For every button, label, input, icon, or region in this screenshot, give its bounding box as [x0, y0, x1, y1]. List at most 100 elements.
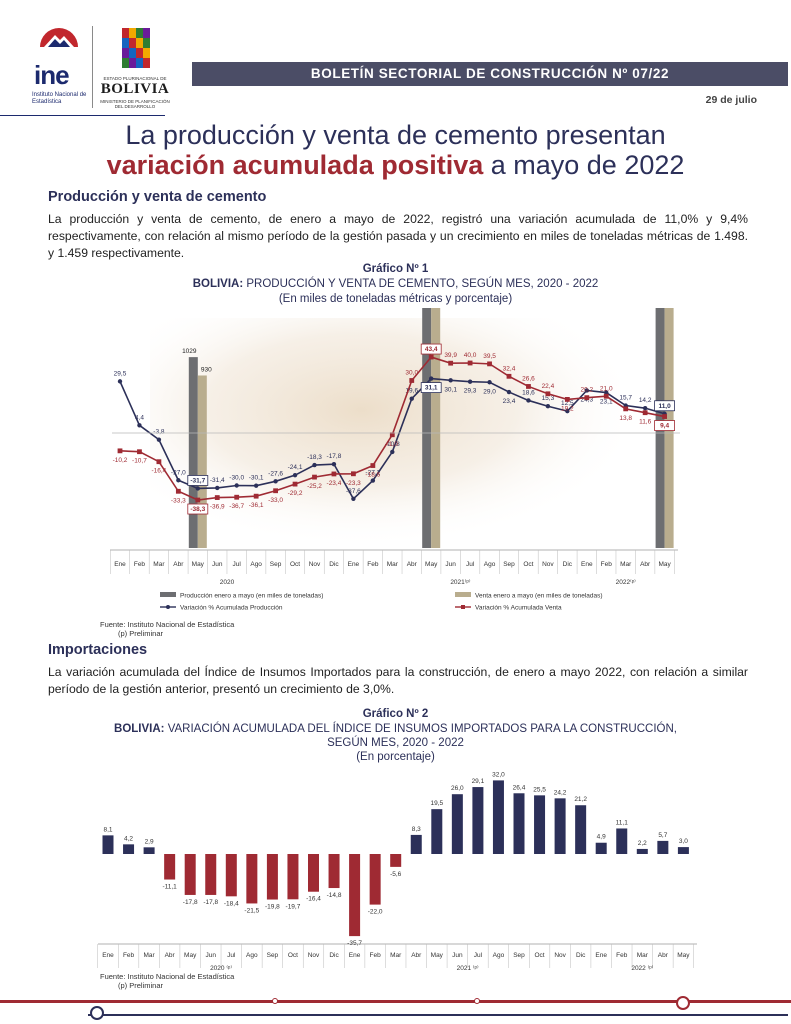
chart1-data-label: 12,5: [561, 400, 574, 407]
chart1-note: (p) Preliminar: [118, 629, 164, 638]
chart1-bar: [422, 308, 432, 548]
chart2-subtitle: (En porcentaje): [356, 751, 435, 763]
chart1-cement-chart: 10291350149893013331459 29,54,4-3,8-27,0…: [110, 308, 680, 612]
section-title-cement: Producción y venta de cemento: [48, 189, 267, 205]
footer-dot-icon: [474, 998, 480, 1004]
chart1-source: Fuente: Instituto Nacional de Estadístic…: [100, 620, 234, 638]
chart2-tick-label: Ene: [349, 952, 361, 959]
chart1-data-label: 43,4: [425, 346, 438, 353]
chart2-bar: [534, 795, 546, 854]
chart1-point: [642, 405, 648, 411]
chart2-imports-chart: 8,14,2 2,9-11,1-17,8 -17,8 -18,4-21,5-19,8-…: [97, 771, 697, 972]
chart1-data-label: 13,8: [619, 415, 632, 422]
chart2-bar: [123, 844, 135, 854]
chart1-point: [506, 373, 512, 379]
chart1-point: [428, 354, 434, 360]
headline-highlight: variación acumulada positiva: [106, 150, 484, 180]
headline-rest: a mayo de 2022: [483, 150, 685, 180]
chart1-point: [429, 376, 434, 381]
chart1-tick-label: Oct: [290, 561, 300, 568]
chart1-bar: [188, 357, 198, 548]
chart2-bar: [369, 854, 381, 905]
chart1-data-label: -24,1: [288, 464, 303, 471]
chart1-tick-label: Mar: [387, 561, 399, 568]
chart2-bar-label: -17,8: [183, 899, 198, 906]
chart2-tick-label: Ago: [246, 952, 258, 959]
chart2-tick-label: Ene: [102, 952, 114, 959]
chart1-source-text: Fuente: Instituto Nacional de Estadístic…: [100, 620, 235, 629]
chart1-point: [117, 379, 123, 384]
chart2-tick-label: Jun: [206, 952, 217, 959]
chart2-bar: [308, 854, 319, 892]
chart2-bar-label: 3,0: [679, 838, 688, 845]
chart1-year-label: 2021⁽ᵖ⁾: [450, 578, 471, 586]
chart1-data-label: 31,1: [425, 385, 438, 392]
section-title-imports: Importaciones: [48, 642, 148, 658]
chart1-bar: [197, 375, 207, 548]
chart2-year-label: 2021 ⁽ᵖ⁾: [457, 964, 479, 972]
chart1-label-box: [420, 382, 442, 393]
chart2-bar: [677, 847, 689, 854]
chart1-legend-marker: [166, 605, 170, 609]
chart1-data-label: 11,0: [658, 403, 671, 410]
chart2-tick-label: Jul: [227, 952, 236, 959]
chart1-point: [117, 448, 123, 454]
chart1-tick-label: May: [425, 561, 438, 568]
chart1-data-label: 32,4: [503, 365, 516, 372]
chart1-point: [526, 398, 531, 403]
chart2-bar-label: 11,1: [616, 819, 629, 826]
chart1-point: [545, 404, 551, 409]
chart2-note: (p) Preliminar: [118, 981, 164, 990]
chart1-point: [389, 432, 395, 438]
chart1-data-label: 20,2: [580, 387, 593, 394]
chart1-point: [467, 360, 473, 366]
chart2-bar: [492, 780, 504, 854]
chart2-tick-label: May: [431, 952, 444, 959]
chart2-bar-label: 4,2: [124, 835, 133, 842]
chart1-data-label: -10,2: [113, 457, 128, 464]
chart1-data-label: -29,2: [288, 490, 303, 497]
chart1-point: [545, 391, 551, 397]
chart1-point: [565, 408, 570, 414]
chart1-point: [175, 488, 181, 494]
chart1-point: [234, 483, 239, 488]
chart2-bar-label: 32,0: [492, 771, 505, 778]
chart1-tick-label: Ene: [581, 561, 593, 568]
chart1-tick-label: Jun: [445, 561, 456, 568]
chart1-point: [370, 478, 376, 483]
chart2-bar-label: -22,0: [368, 909, 383, 916]
chart1-point: [273, 479, 278, 484]
chart2-tick-label: Abr: [411, 952, 422, 959]
chart1-tick-label: Sep: [270, 561, 282, 568]
chart1-point: [409, 378, 415, 383]
chart1-tick-label: Nov: [309, 561, 321, 568]
chart1-tick-label: Dic: [563, 561, 573, 568]
chart2-tick-label: Ene: [595, 952, 607, 959]
chart1-legend-marker: [461, 605, 465, 609]
chart2-tick-label: Jul: [474, 952, 483, 959]
chart1-legend-swatch: [160, 592, 176, 597]
chart2-bar: [595, 842, 607, 854]
chart2-bar: [472, 787, 484, 854]
chart1-point: [312, 474, 317, 480]
chart2-bar-label: -19,7: [286, 903, 301, 910]
headline-line-1: La producción y venta de cemento present…: [125, 120, 666, 150]
chart1-data-label: 4,4: [135, 414, 144, 421]
bolivia-logo: ESTADO PLURINACIONAL DE BOLIVIA MINISTER…: [100, 26, 170, 110]
chart1-bar: [431, 308, 441, 548]
chart1-tick-label: Ene: [114, 561, 126, 568]
chart2-bar-label: 26,4: [513, 784, 526, 791]
chart1-data-label: -30,1: [249, 475, 264, 482]
chart1-data-label: 23,4: [503, 398, 516, 405]
chart1-data-label: -10,8: [385, 441, 400, 448]
chart1-data-label: 29,5: [114, 370, 127, 377]
chart2-tick-label: Mar: [390, 952, 402, 959]
chart1-data-label: -36,1: [249, 502, 264, 509]
chart1-point: [487, 380, 492, 385]
chart1-data-label: 15,7: [619, 395, 632, 402]
chart2-tick-label: Oct: [534, 952, 544, 959]
chart2-bar-label: -17,8: [203, 899, 218, 906]
chart2-title: BOLIVIA: VARIACIÓN ACUMULADA DEL ÍNDICE …: [0, 723, 791, 736]
chart1-point: [137, 423, 142, 428]
chart2-bar-label: 4,9: [597, 834, 606, 841]
